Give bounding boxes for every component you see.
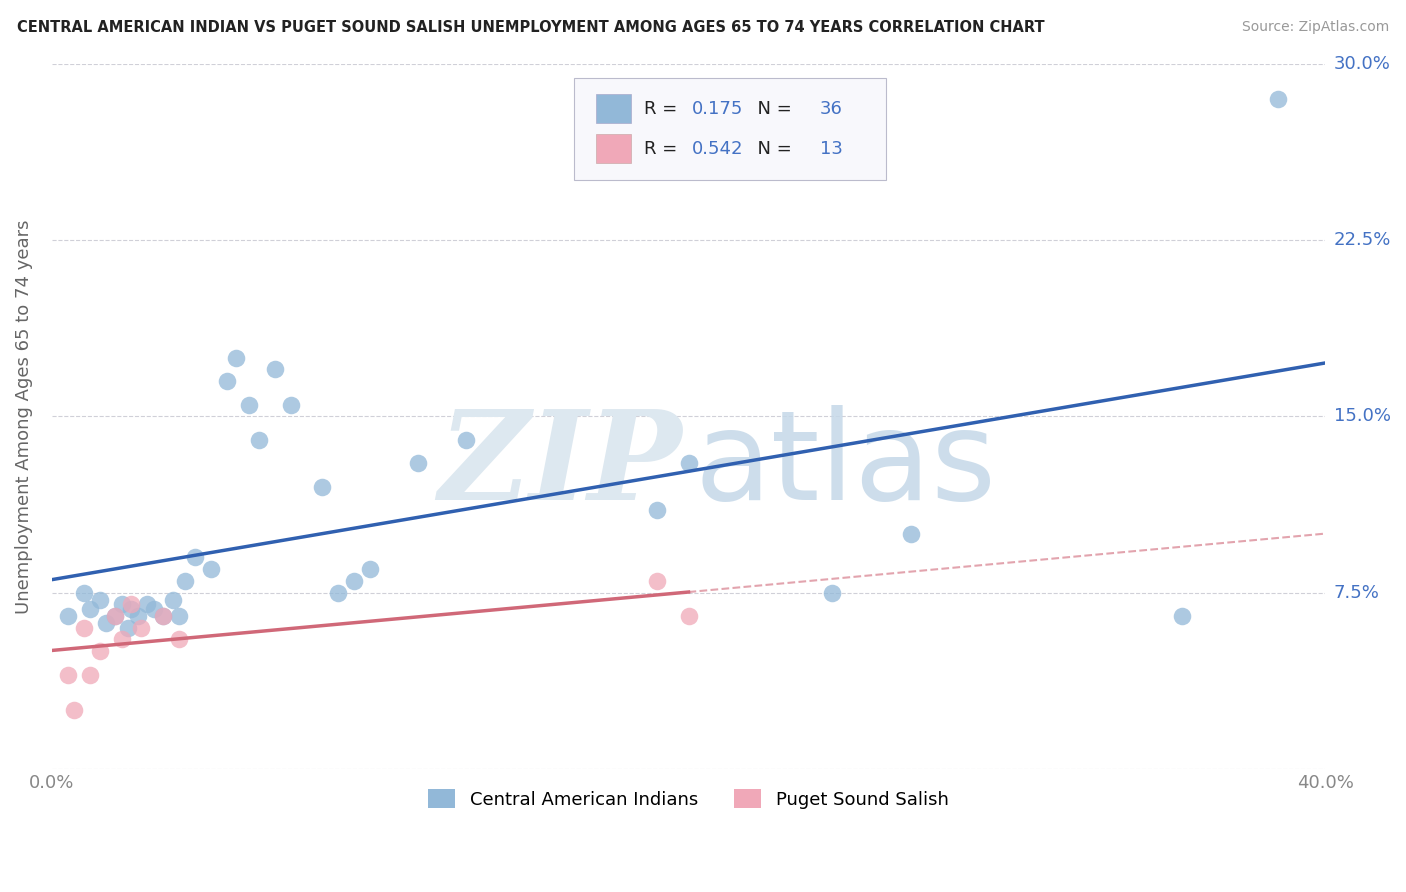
Point [247,433,270,447]
Point [215,374,238,388]
Point [94,615,117,630]
Text: 0.542: 0.542 [692,140,744,158]
Point [1267,92,1289,106]
Point [56,609,79,624]
FancyBboxPatch shape [574,78,886,180]
Point [56,667,79,681]
Point [136,597,159,611]
Point [678,609,700,624]
Point [111,632,134,647]
Point [120,602,142,616]
Point [359,562,381,576]
Point [167,609,190,624]
Point [200,562,222,576]
Text: ZIP: ZIP [439,405,682,526]
Point [111,597,134,611]
Point [72,621,94,635]
Point [129,621,152,635]
Text: N =: N = [745,100,797,118]
Point [104,609,127,624]
Point [263,362,285,376]
Text: 30.0%: 30.0% [1334,55,1391,73]
Text: 0.175: 0.175 [692,100,744,118]
Text: 22.5%: 22.5% [1334,231,1391,249]
Text: 36: 36 [820,100,842,118]
Point [120,597,142,611]
Point [821,585,844,599]
Text: R =: R = [644,140,683,158]
Point [1171,609,1194,624]
Text: 7.5%: 7.5% [1334,583,1379,601]
Point [184,550,207,565]
Point [127,609,149,624]
Point [454,433,477,447]
Text: Source: ZipAtlas.com: Source: ZipAtlas.com [1241,20,1389,34]
Point [678,456,700,470]
Point [63,703,86,717]
Point [72,585,94,599]
Text: atlas: atlas [695,405,997,526]
Text: R =: R = [644,100,683,118]
Point [89,644,111,658]
Point [89,592,111,607]
Text: 15.0%: 15.0% [1334,408,1391,425]
Point [117,621,139,635]
Text: CENTRAL AMERICAN INDIAN VS PUGET SOUND SALISH UNEMPLOYMENT AMONG AGES 65 TO 74 Y: CENTRAL AMERICAN INDIAN VS PUGET SOUND S… [17,20,1045,35]
Legend: Central American Indians, Puget Sound Salish: Central American Indians, Puget Sound Sa… [422,782,956,816]
Point [406,456,429,470]
Point [162,592,184,607]
Point [645,503,668,517]
Text: 13: 13 [820,140,842,158]
Point [152,609,174,624]
Y-axis label: Unemployment Among Ages 65 to 74 years: Unemployment Among Ages 65 to 74 years [15,219,32,614]
FancyBboxPatch shape [596,134,631,163]
Point [79,667,101,681]
Point [900,526,922,541]
Point [311,480,333,494]
Point [645,574,668,588]
Point [167,632,190,647]
Point [79,602,101,616]
Point [343,574,366,588]
Point [142,602,165,616]
FancyBboxPatch shape [596,94,631,123]
Point [104,609,127,624]
Point [174,574,197,588]
Text: N =: N = [745,140,797,158]
Point [225,351,247,365]
Point [238,398,260,412]
Point [328,585,350,599]
Point [152,609,174,624]
Point [280,398,302,412]
